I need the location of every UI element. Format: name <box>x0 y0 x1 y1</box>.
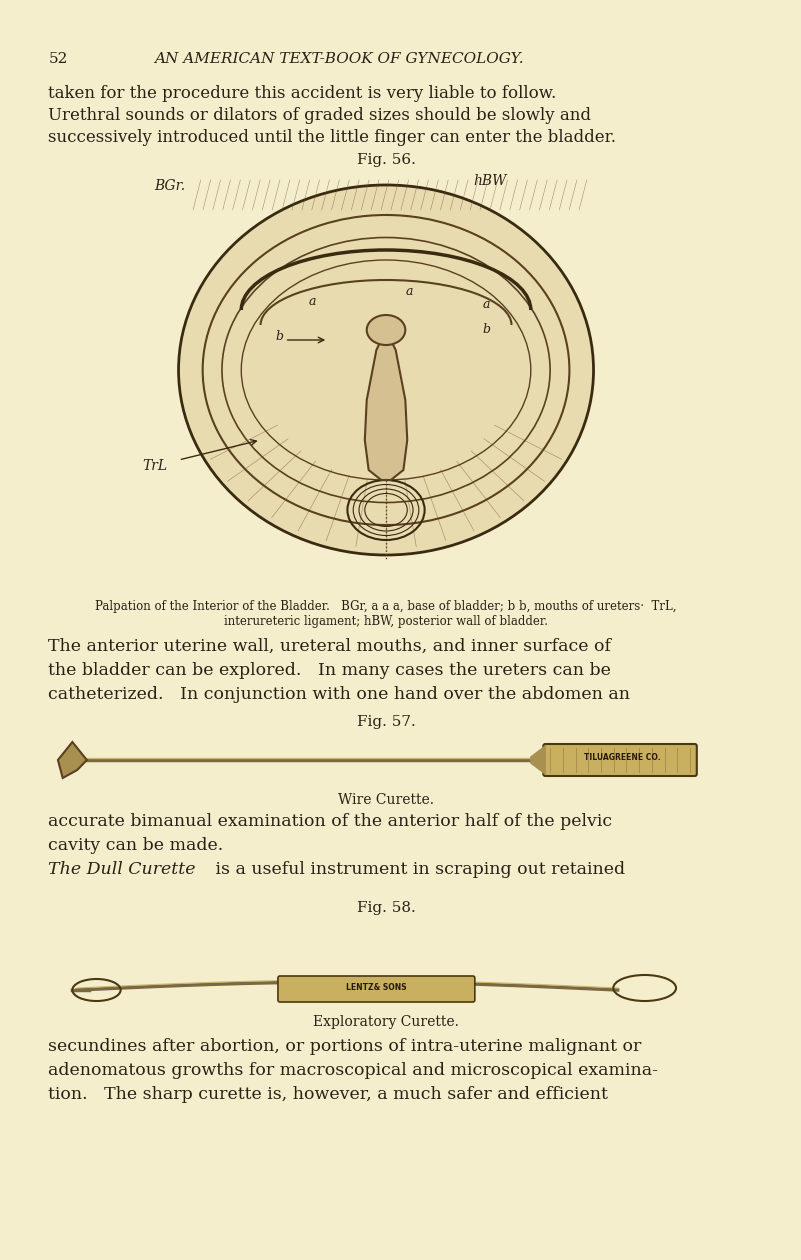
Text: adenomatous growths for macroscopical and microscopical examina-: adenomatous growths for macroscopical an… <box>48 1062 658 1079</box>
FancyBboxPatch shape <box>543 743 697 776</box>
Polygon shape <box>364 330 407 480</box>
Text: a: a <box>405 285 413 299</box>
Text: catheterized.   In conjunction with one hand over the abdomen an: catheterized. In conjunction with one ha… <box>48 685 630 703</box>
Text: AN AMERICAN TEXT-BOOK OF GYNECOLOGY.: AN AMERICAN TEXT-BOOK OF GYNECOLOGY. <box>155 52 524 66</box>
Text: TILUAGREENE CO.: TILUAGREENE CO. <box>584 752 661 761</box>
Text: Wire Curette.: Wire Curette. <box>338 793 434 806</box>
Text: Palpation of the Interior of the Bladder.   BGr, a a a, base of bladder; b b, mo: Palpation of the Interior of the Bladder… <box>95 600 677 614</box>
Text: cavity can be made.: cavity can be made. <box>48 837 223 854</box>
Text: LENTZ& SONS: LENTZ& SONS <box>346 983 407 992</box>
Text: successively introduced until the little finger can enter the bladder.: successively introduced until the little… <box>48 129 616 146</box>
Text: Fig. 58.: Fig. 58. <box>356 901 416 915</box>
Text: TrL: TrL <box>143 459 168 472</box>
Text: Exploratory Curette.: Exploratory Curette. <box>313 1016 459 1029</box>
Text: accurate bimanual examination of the anterior half of the pelvic: accurate bimanual examination of the ant… <box>48 813 613 830</box>
Text: BGr.: BGr. <box>155 179 186 193</box>
Ellipse shape <box>367 315 405 345</box>
Text: hBW: hBW <box>473 174 506 188</box>
Text: 52: 52 <box>48 52 67 66</box>
Text: the bladder can be explored.   In many cases the ureters can be: the bladder can be explored. In many cas… <box>48 662 611 679</box>
Text: secundines after abortion, or portions of intra-uterine malignant or: secundines after abortion, or portions o… <box>48 1038 642 1055</box>
Text: The anterior uterine wall, ureteral mouths, and inner surface of: The anterior uterine wall, ureteral mout… <box>48 638 611 655</box>
Text: Fig. 57.: Fig. 57. <box>356 714 416 730</box>
Polygon shape <box>58 742 87 777</box>
Text: taken for the procedure this accident is very liable to follow.: taken for the procedure this accident is… <box>48 84 557 102</box>
FancyBboxPatch shape <box>278 976 475 1002</box>
Text: tion.   The sharp curette is, however, a much safer and efficient: tion. The sharp curette is, however, a m… <box>48 1086 608 1102</box>
Text: Urethral sounds or dilators of graded sizes should be slowly and: Urethral sounds or dilators of graded si… <box>48 107 591 123</box>
Text: b: b <box>275 330 283 343</box>
Text: a: a <box>482 299 490 311</box>
Text: a: a <box>309 295 316 307</box>
Ellipse shape <box>179 185 594 554</box>
Text: b: b <box>482 323 490 336</box>
Polygon shape <box>531 746 545 774</box>
Text: is a useful instrument in scraping out retained: is a useful instrument in scraping out r… <box>211 861 626 878</box>
Text: interureteric ligament; hBW, posterior wall of bladder.: interureteric ligament; hBW, posterior w… <box>224 615 548 627</box>
Text: Fig. 56.: Fig. 56. <box>356 152 416 168</box>
Text: The Dull Curette: The Dull Curette <box>48 861 195 878</box>
